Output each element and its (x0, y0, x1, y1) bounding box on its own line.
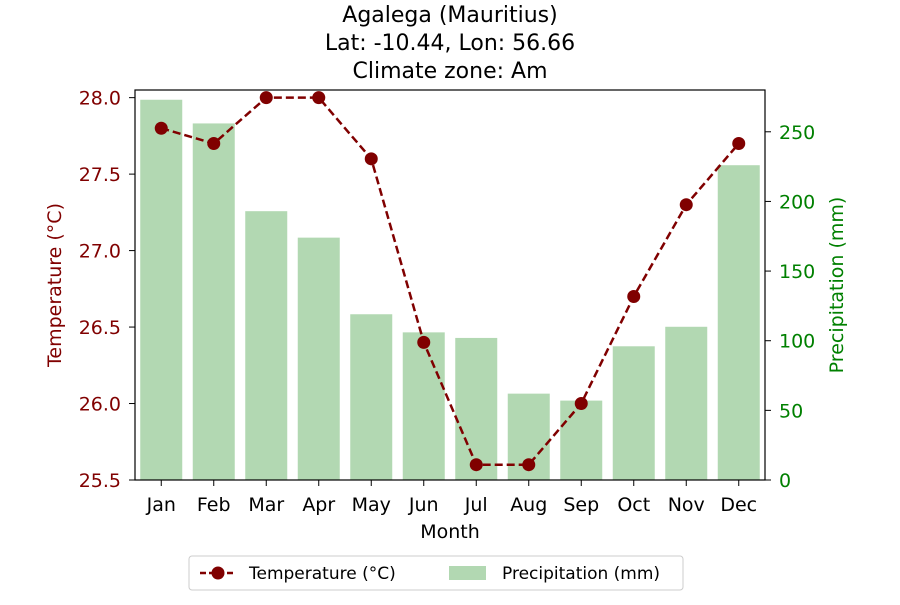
plot-frame (134, 89, 766, 481)
y-left-tick-label: 28.0 (79, 88, 121, 110)
temperature-point (364, 152, 378, 166)
x-tick-label: May (352, 494, 391, 516)
x-tick-label: Jul (464, 494, 488, 516)
x-tick-label: Jan (146, 494, 176, 516)
legend-temperature-marker (211, 566, 225, 580)
x-tick-label: Mar (248, 494, 284, 516)
precipitation-bar (350, 314, 393, 480)
precipitation-bar (455, 337, 498, 480)
y-axis-right-label: Precipitation (mm) (826, 197, 848, 374)
temperature-point (627, 289, 641, 303)
x-tick-label: Feb (197, 494, 231, 516)
precipitation-bar (192, 123, 235, 480)
x-tick-label: Oct (617, 494, 650, 516)
temperature-point (312, 91, 326, 105)
y-right-tick-label: 250 (779, 122, 815, 144)
temperature-point (207, 137, 221, 151)
chart-title-line: Lat: -10.44, Lon: 56.66 (325, 31, 575, 56)
x-axis-label: Month (420, 521, 480, 543)
x-tick-label: Nov (668, 494, 705, 516)
precipitation-bar (560, 400, 603, 480)
legend-temperature-label: Temperature (°C) (248, 564, 396, 584)
precipitation-bar (297, 237, 340, 480)
chart-title: Agalega (Mauritius) Lat: -10.44, Lon: 56.… (325, 3, 575, 84)
temperature-point (469, 458, 483, 472)
temperature-point (679, 198, 693, 212)
temperature-point (259, 91, 273, 105)
x-tick-label: Jun (408, 494, 439, 516)
temperature-point (417, 335, 431, 349)
y-right-tick-label: 200 (779, 191, 815, 213)
temperature-point (574, 397, 588, 411)
y-right-tick-label: 50 (779, 400, 803, 422)
precipitation-bar (717, 165, 760, 480)
temperature-line (154, 91, 746, 472)
y-left-tick-label: 25.5 (79, 470, 121, 492)
temperature-point (732, 137, 746, 151)
legend-precipitation-label: Precipitation (mm) (502, 564, 660, 584)
temperature-series-line (160, 96, 740, 466)
precipitation-bar (245, 211, 288, 480)
x-tick-label: Apr (302, 494, 335, 516)
precipitation-bars (140, 99, 760, 480)
y-left-tick-label: 27.0 (79, 241, 121, 263)
legend: Temperature (°C) Precipitation (mm) (188, 555, 684, 591)
legend-precipitation-swatch (449, 566, 486, 580)
chart-title-line: Agalega (Mauritius) (342, 3, 557, 28)
precipitation-bar (402, 332, 445, 480)
precipitation-bar (140, 99, 183, 480)
y-axis-right: 250 200 150 100 50 0 (765, 122, 815, 492)
x-tick-label: Dec (720, 494, 757, 516)
y-left-tick-label: 26.0 (79, 394, 121, 416)
chart-title-line: Climate zone: Am (352, 59, 547, 84)
y-left-tick-label: 27.5 (79, 164, 121, 186)
x-axis: Jan Feb Mar Apr May Jun Jul Aug Sep Oct Nov Dec (146, 480, 757, 516)
y-right-tick-label: 150 (779, 261, 815, 283)
y-axis-left: 28.0 27.5 27.0 26.5 26.0 25.5 (79, 88, 135, 492)
x-tick-label: Sep (563, 494, 599, 516)
temperature-point (154, 121, 168, 135)
x-tick-label: Aug (510, 494, 547, 516)
precipitation-bar (665, 326, 708, 480)
legend-frame (188, 555, 684, 591)
precipitation-bar (612, 346, 655, 480)
y-axis-left-label: Temperature (°C) (44, 203, 66, 368)
temperature-point (522, 458, 536, 472)
y-right-tick-label: 0 (779, 470, 791, 492)
y-left-tick-label: 26.5 (79, 317, 121, 339)
y-right-tick-label: 100 (779, 331, 815, 353)
